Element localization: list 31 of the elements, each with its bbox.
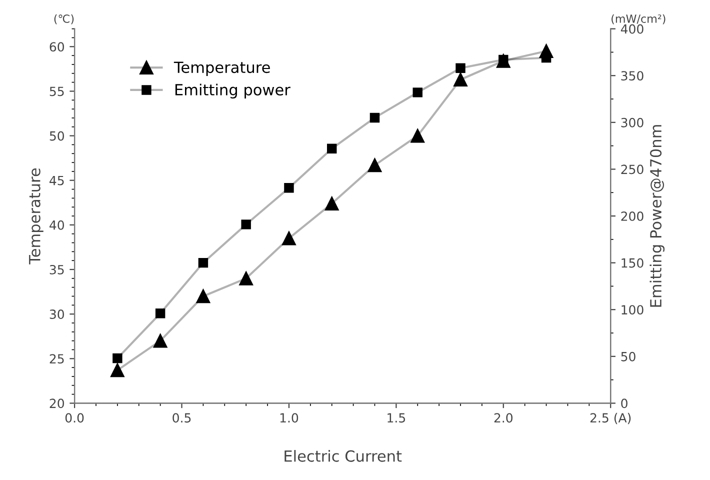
y2-tick-label: 400 — [620, 24, 644, 34]
y-tick-label: 60 — [50, 42, 64, 52]
y-tick-label: 45 — [50, 176, 64, 186]
y2-tick-label: 50 — [621, 352, 636, 362]
legend-label: Temperature — [174, 62, 270, 76]
x-tick-label: 2.5 (A) — [590, 412, 631, 424]
x-tick-label: 0.0 — [65, 413, 84, 423]
y2-tick-label: 100 — [622, 305, 644, 315]
y-tick-label: 20 — [50, 398, 64, 408]
y-axis-title: Temperature — [29, 168, 44, 264]
x-tick-label: 0.5 — [172, 413, 191, 423]
x-tick-label: 1.0 — [280, 413, 298, 423]
y2-tick-label: 0 — [621, 398, 628, 408]
y2-axis-title: Emitting Power@470nm — [650, 125, 665, 307]
y2-tick-label: 150 — [622, 258, 644, 268]
y2-tick-label: 200 — [621, 211, 644, 221]
y-tick-label: 35 — [50, 264, 64, 274]
y2-tick-label: 350 — [621, 71, 644, 81]
text: (mW/cm²) — [612, 14, 666, 24]
y2-tick-label: 250 — [621, 164, 644, 174]
x-tick-label: 2.0 — [494, 413, 512, 423]
y-tick-label: 30 — [50, 310, 64, 319]
text: (℃) — [54, 14, 74, 24]
y-tick-label: 25 — [50, 354, 64, 364]
y-tick-label: 40 — [50, 220, 64, 230]
x-axis-title: Electric Current — [284, 450, 402, 462]
y-tick-label: 55 — [50, 86, 64, 96]
y-tick-label: 50 — [50, 131, 64, 141]
legend-label: Emitting power — [175, 84, 290, 98]
y2-tick-label: 300 — [621, 118, 644, 128]
x-tick-label: 1.5 — [388, 413, 406, 423]
